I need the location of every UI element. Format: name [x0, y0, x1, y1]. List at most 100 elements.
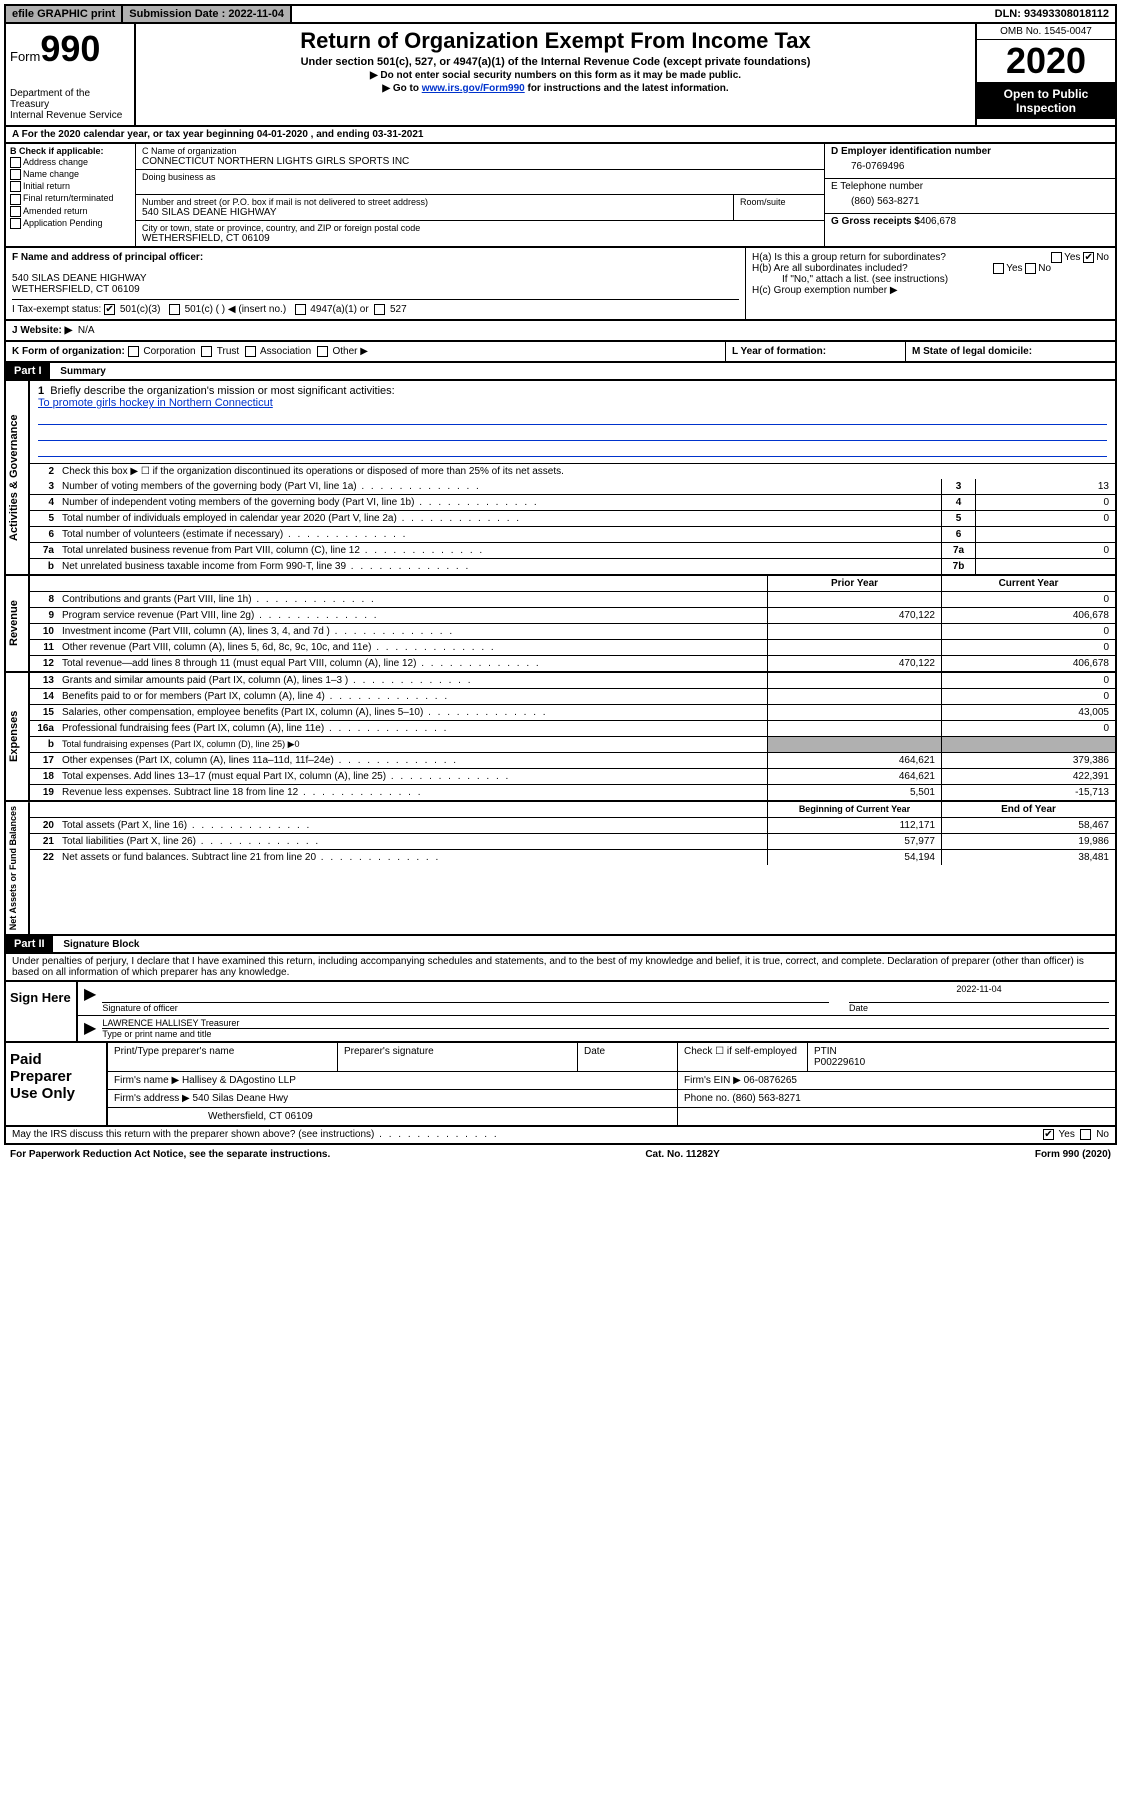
i-o2: 501(c) ( ) ◀ (insert no.) — [185, 304, 287, 315]
row-desc: Revenue less expenses. Subtract line 18 … — [58, 785, 767, 800]
b-header: B Check if applicable: — [10, 146, 131, 156]
open-public-badge: Open to Public Inspection — [977, 83, 1115, 119]
efile-print-button[interactable]: efile GRAPHIC print — [6, 6, 123, 22]
ein-block: D Employer identification number 76-0769… — [825, 144, 1115, 179]
arrow-icon: ▶ — [84, 984, 96, 1013]
note2-pre: ▶ Go to — [382, 83, 421, 94]
summary-row: 9 Program service revenue (Part VIII, li… — [30, 608, 1115, 624]
gross-value: 406,678 — [920, 216, 956, 227]
ha-no[interactable] — [1083, 252, 1094, 263]
m-label: M State of legal domicile: — [912, 346, 1032, 357]
cb-assoc[interactable] — [245, 346, 256, 357]
row-num: 5 — [30, 511, 58, 526]
part1-tag: Part I — [6, 363, 50, 379]
form-note-link: ▶ Go to www.irs.gov/Form990 for instruct… — [144, 83, 967, 94]
row-box: 5 — [941, 511, 975, 526]
col-b-checkboxes: B Check if applicable: Address change Na… — [6, 144, 136, 246]
vert-ag: Activities & Governance — [6, 381, 30, 574]
i-label: I Tax-exempt status: — [12, 304, 101, 315]
row-num: 15 — [30, 705, 58, 720]
org-name-block: C Name of organization CONNECTICUT NORTH… — [136, 144, 824, 170]
cb-4947[interactable] — [295, 304, 306, 315]
ein-value: 76-0769496 — [831, 157, 1109, 176]
f-addr1: 540 SILAS DEANE HIGHWAY — [12, 273, 739, 284]
row-num: 7a — [30, 543, 58, 558]
city-block: City or town, state or province, country… — [136, 221, 824, 246]
prep-self-emp[interactable]: Check ☐ if self-employed — [678, 1043, 808, 1071]
summary-row: b Total fundraising expenses (Part IX, c… — [30, 737, 1115, 753]
firm-phone: Phone no. (860) 563-8271 — [678, 1090, 1115, 1107]
row-num: 19 — [30, 785, 58, 800]
discuss-no[interactable] — [1080, 1129, 1091, 1140]
discuss-yes[interactable] — [1043, 1129, 1054, 1140]
k-label: K Form of organization: — [12, 346, 125, 357]
cb-address-change[interactable]: Address change — [10, 157, 131, 168]
ha-yes[interactable] — [1051, 252, 1062, 263]
summary-row: 3 Number of voting members of the govern… — [30, 479, 1115, 495]
cb-amended-return[interactable]: Amended return — [10, 206, 131, 217]
cb-other[interactable] — [317, 346, 328, 357]
row-prior — [767, 592, 941, 607]
irs-link[interactable]: www.irs.gov/Form990 — [422, 83, 525, 94]
prep-row-2: Firm's name ▶ Hallisey & DAgostino LLP F… — [108, 1072, 1115, 1090]
mission-text[interactable]: To promote girls hockey in Northern Conn… — [38, 397, 273, 409]
line-a-tax-year: A For the 2020 calendar year, or tax yea… — [4, 127, 1117, 144]
cb-name-change[interactable]: Name change — [10, 169, 131, 180]
prep-row-1: Print/Type preparer's name Preparer's si… — [108, 1043, 1115, 1072]
exp-body: 13 Grants and similar amounts paid (Part… — [30, 673, 1115, 800]
cb-final-return[interactable]: Final return/terminated — [10, 193, 131, 204]
mission-line — [38, 443, 1107, 457]
cb-corp[interactable] — [128, 346, 139, 357]
f-label: F Name and address of principal officer: — [12, 252, 203, 263]
cb-527[interactable] — [374, 304, 385, 315]
sig-intro: Under penalties of perjury, I declare th… — [4, 954, 1117, 982]
row-current: 0 — [941, 721, 1115, 736]
cb-application-pending[interactable]: Application Pending — [10, 218, 131, 229]
firm-addr: Firm's address ▶ 540 Silas Deane Hwy — [108, 1090, 678, 1107]
row-desc: Investment income (Part VIII, column (A)… — [58, 624, 767, 639]
sign-right: ▶ Signature of officer 2022-11-04 Date ▶… — [76, 982, 1115, 1041]
row-value: 0 — [975, 495, 1115, 510]
prep-right: Print/Type preparer's name Preparer's si… — [106, 1043, 1115, 1125]
hb-no[interactable] — [1025, 263, 1036, 274]
vert-rev: Revenue — [6, 576, 30, 671]
cb-501c3[interactable] — [104, 304, 115, 315]
row-desc: Net assets or fund balances. Subtract li… — [58, 850, 767, 865]
s2-row: 2 Check this box ▶ ☐ if the organization… — [30, 464, 1115, 479]
row-num: 20 — [30, 818, 58, 833]
row-desc: Number of voting members of the governin… — [58, 479, 941, 494]
vert-exp: Expenses — [6, 673, 30, 800]
row-current: 0 — [941, 689, 1115, 704]
summary-row: 14 Benefits paid to or for members (Part… — [30, 689, 1115, 705]
row-current: 0 — [941, 592, 1115, 607]
part2-tag: Part II — [6, 936, 53, 952]
s1-num: 1 — [38, 385, 44, 397]
row-num: b — [30, 559, 58, 574]
gross-block: G Gross receipts $406,678 — [825, 214, 1115, 229]
row-current: 58,467 — [941, 818, 1115, 833]
blank — [58, 802, 767, 817]
k-corp: Corporation — [143, 346, 195, 357]
beg-year-hdr: Beginning of Current Year — [767, 802, 941, 817]
hb-yes[interactable] — [993, 263, 1004, 274]
row-num: 4 — [30, 495, 58, 510]
row-prior: 470,122 — [767, 608, 941, 623]
part2-header-row: Part II Signature Block — [4, 936, 1117, 954]
cb-501c[interactable] — [169, 304, 180, 315]
row-prior — [767, 705, 941, 720]
header-left: Form990 Department of the Treasury Inter… — [6, 24, 136, 125]
phone-value: (860) 563-8271 — [831, 192, 1109, 211]
org-name-label: C Name of organization — [142, 146, 818, 156]
row-prior: 464,621 — [767, 769, 941, 784]
cb-initial-return[interactable]: Initial return — [10, 181, 131, 192]
paid-preparer-label: Paid Preparer Use Only — [6, 1043, 106, 1125]
row-num: 18 — [30, 769, 58, 784]
hb-note: If "No," attach a list. (see instruction… — [752, 274, 1109, 285]
form-word: Form — [10, 49, 40, 64]
summary-row: 22 Net assets or fund balances. Subtract… — [30, 850, 1115, 865]
blank — [678, 1108, 1115, 1125]
summary-row: 16a Professional fundraising fees (Part … — [30, 721, 1115, 737]
irs-discuss-row: May the IRS discuss this return with the… — [4, 1127, 1117, 1144]
row-box: 7a — [941, 543, 975, 558]
cb-trust[interactable] — [201, 346, 212, 357]
